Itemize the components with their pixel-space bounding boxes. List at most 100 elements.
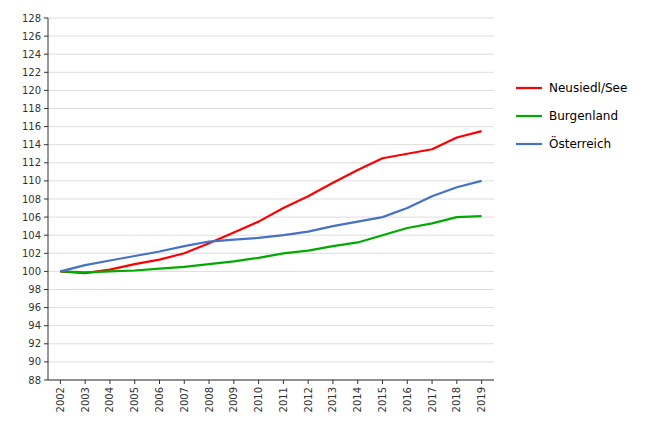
y-tick-label: 126 (22, 31, 41, 42)
legend: Neusiedl/SeeBurgenlandÖsterreich (516, 81, 627, 151)
y-tick-label: 92 (28, 338, 41, 349)
x-tick (382, 380, 383, 384)
x-tick-label: 2012 (303, 387, 314, 412)
legend-label: Österreich (549, 135, 611, 151)
series-line (60, 216, 481, 272)
x-tick-label: 2009 (228, 387, 239, 412)
legend-swatch (516, 115, 542, 117)
grid-line (48, 180, 494, 181)
y-tick (44, 144, 48, 145)
y-tick (44, 18, 48, 19)
y-tick (44, 199, 48, 200)
y-tick-label: 94 (28, 320, 41, 331)
y-tick-label: 116 (22, 121, 41, 132)
x-tick (308, 380, 309, 384)
y-tick-label: 102 (22, 248, 41, 259)
grid-line (48, 108, 494, 109)
x-tick (258, 380, 259, 384)
y-tick-label: 96 (28, 302, 41, 313)
x-tick-label: 2016 (402, 387, 413, 412)
x-tick (456, 380, 457, 384)
y-tick (44, 253, 48, 254)
y-tick-label: 100 (22, 266, 41, 277)
x-axis (48, 380, 494, 381)
x-tick-label: 2002 (55, 387, 66, 412)
x-tick-label: 2011 (278, 387, 289, 412)
y-tick (44, 72, 48, 73)
y-tick-label: 108 (22, 194, 41, 205)
grid-line (48, 36, 494, 37)
y-tick-label: 120 (22, 85, 41, 96)
x-tick (209, 380, 210, 384)
y-tick-label: 128 (22, 13, 41, 24)
series-line (60, 181, 481, 272)
grid-line (48, 18, 494, 19)
x-tick-label: 2004 (104, 387, 115, 412)
x-tick-label: 2005 (129, 387, 140, 412)
legend-swatch (516, 143, 542, 145)
y-tick-label: 110 (22, 175, 41, 186)
y-axis (48, 18, 49, 380)
x-tick (60, 380, 61, 384)
grid-line (48, 253, 494, 254)
grid-line (48, 380, 494, 381)
x-tick-label: 2018 (451, 387, 462, 412)
y-tick (44, 217, 48, 218)
series-line (60, 131, 481, 273)
x-tick (184, 380, 185, 384)
y-tick (44, 90, 48, 91)
y-tick-label: 112 (22, 157, 41, 168)
plot-area (60, 131, 481, 273)
x-tick-label: 2010 (253, 387, 264, 412)
x-tick (159, 380, 160, 384)
x-tick (283, 380, 284, 384)
grid-line (48, 162, 494, 163)
x-tick (481, 380, 482, 384)
y-tick-label: 106 (22, 212, 41, 223)
grid-line (48, 217, 494, 218)
x-tick-label: 2006 (154, 387, 165, 412)
grid-line (48, 325, 494, 326)
x-tick-label: 2014 (352, 387, 363, 412)
y-tick-label: 90 (28, 356, 41, 367)
y-tick (44, 235, 48, 236)
x-tick-label: 2019 (476, 387, 487, 412)
x-tick-label: 2003 (80, 387, 91, 412)
x-tick (432, 380, 433, 384)
grid-line (48, 361, 494, 362)
x-tick (407, 380, 408, 384)
y-tick-label: 98 (28, 284, 41, 295)
y-tick-label: 118 (22, 103, 41, 114)
y-tick (44, 108, 48, 109)
legend-label: Burgenland (549, 109, 618, 123)
grid-line (48, 343, 494, 344)
x-tick-label: 2007 (179, 387, 190, 412)
grid-line (48, 72, 494, 73)
x-tick-label: 2015 (377, 387, 388, 412)
y-tick (44, 162, 48, 163)
y-tick (44, 36, 48, 37)
y-tick (44, 307, 48, 308)
x-tick (357, 380, 358, 384)
x-tick (233, 380, 234, 384)
grid-line (48, 126, 494, 127)
y-tick (44, 180, 48, 181)
y-tick (44, 325, 48, 326)
y-tick (44, 361, 48, 362)
y-tick (44, 289, 48, 290)
grid (48, 18, 494, 380)
y-tick-label: 122 (22, 67, 41, 78)
y-tick-label: 114 (22, 139, 41, 150)
y-tick-label: 124 (22, 49, 41, 60)
x-tick (109, 380, 110, 384)
y-tick (44, 343, 48, 344)
y-tick-label: 88 (28, 375, 41, 386)
y-tick (44, 54, 48, 55)
chart: 8890929496981001021041061081101121141161… (0, 0, 669, 432)
x-tick-label: 2008 (204, 387, 215, 412)
y-tick (44, 380, 48, 381)
grid-line (48, 307, 494, 308)
y-tick (44, 271, 48, 272)
x-tick-label: 2017 (427, 387, 438, 412)
grid-line (48, 144, 494, 145)
